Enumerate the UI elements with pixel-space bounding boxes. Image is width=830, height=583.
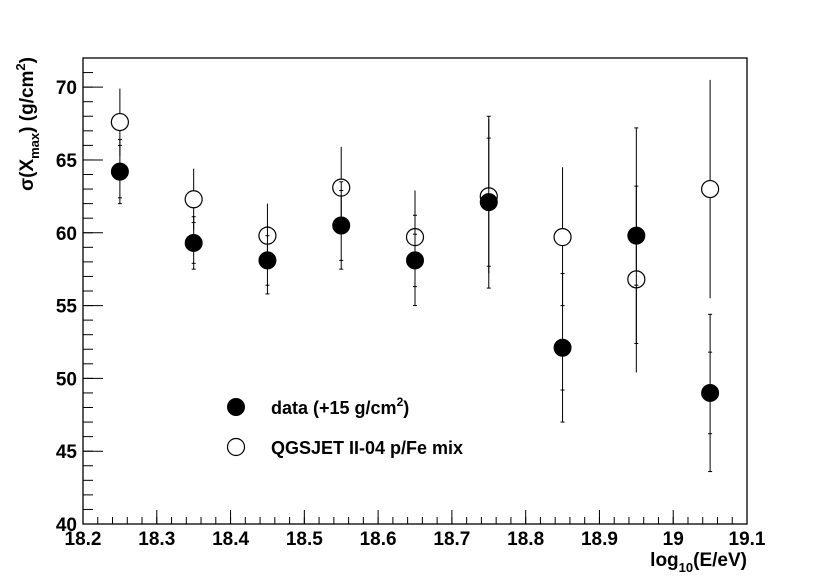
- qgsjet-point: [110, 112, 129, 132]
- data-point: [627, 226, 646, 245]
- y-tick-labels: 40 45 50 55 60 65 70: [56, 78, 78, 536]
- data-point: [479, 193, 498, 212]
- y-tick-label: 65: [56, 151, 78, 172]
- x-axis-title-prefix: log: [650, 550, 679, 571]
- y-axis-title-mid: ) (g/cm: [17, 71, 38, 133]
- x-axis-title: log10(E/eV): [650, 550, 747, 575]
- x-tick-label: 19: [663, 529, 684, 550]
- data-point: [110, 162, 129, 181]
- y-axis-title-suffix: ): [17, 57, 38, 63]
- data-point: [701, 383, 720, 402]
- y-tick-label: 60: [56, 224, 77, 245]
- data-point: [184, 233, 203, 252]
- x-tick-label: 18.7: [433, 529, 470, 550]
- x-axis-title-suffix: (E/eV): [693, 550, 747, 571]
- y-tick-label: 70: [56, 78, 77, 99]
- x-tick-label: 18.6: [360, 529, 397, 550]
- x-axis-title-sub: 10: [679, 560, 693, 575]
- data-point: [258, 251, 277, 270]
- x-tick-label: 18.9: [581, 529, 618, 550]
- axis-ticks: [82, 57, 748, 525]
- y-axis-title-prefix: σ(X: [17, 159, 38, 191]
- qgsjet-point: [553, 228, 572, 247]
- qgsjet-point: [184, 190, 203, 209]
- x-tick-label: 19.1: [729, 529, 766, 550]
- y-axis-title-sup: 2: [13, 63, 28, 70]
- x-tick-label: 18.2: [65, 529, 102, 550]
- data-point: [332, 216, 351, 235]
- x-tick-label: 18.5: [286, 529, 323, 550]
- legend-label-data-suffix: ): [403, 398, 409, 418]
- legend-label-data-prefix: data (+15 g/cm: [271, 398, 397, 418]
- legend-label-data-sup: 2: [397, 395, 404, 409]
- y-axis-title-sub: max: [27, 132, 42, 159]
- y-tick-label: 55: [56, 297, 78, 318]
- y-axis-title: σ(Xmax) (g/cm2): [13, 57, 42, 191]
- y-tick-label: 50: [56, 369, 77, 390]
- x-tick-label: 18.4: [212, 529, 249, 550]
- x-tick-label: 18.8: [507, 529, 544, 550]
- y-tick-label: 45: [56, 442, 78, 463]
- legend-marker-data: [227, 398, 245, 416]
- legend-label-data: data (+15 g/cm2): [271, 395, 409, 418]
- y-tick-label: 40: [56, 515, 77, 536]
- x-tick-label: 18.3: [138, 529, 175, 550]
- data-marks: [110, 79, 720, 473]
- legend: data (+15 g/cm2) QGSJET II-04 p/Fe mix: [226, 395, 463, 458]
- legend-marker-qgsjet: [226, 437, 246, 457]
- data-point: [553, 338, 572, 357]
- qgsjet-point: [701, 179, 720, 199]
- data-point: [406, 251, 424, 270]
- x-tick-labels: 18.2 18.3 18.4 18.5 18.6 18.7 18.8 18.9 19 19.1: [65, 529, 766, 550]
- legend-label-qgsjet: QGSJET II-04 p/Fe mix: [271, 438, 463, 458]
